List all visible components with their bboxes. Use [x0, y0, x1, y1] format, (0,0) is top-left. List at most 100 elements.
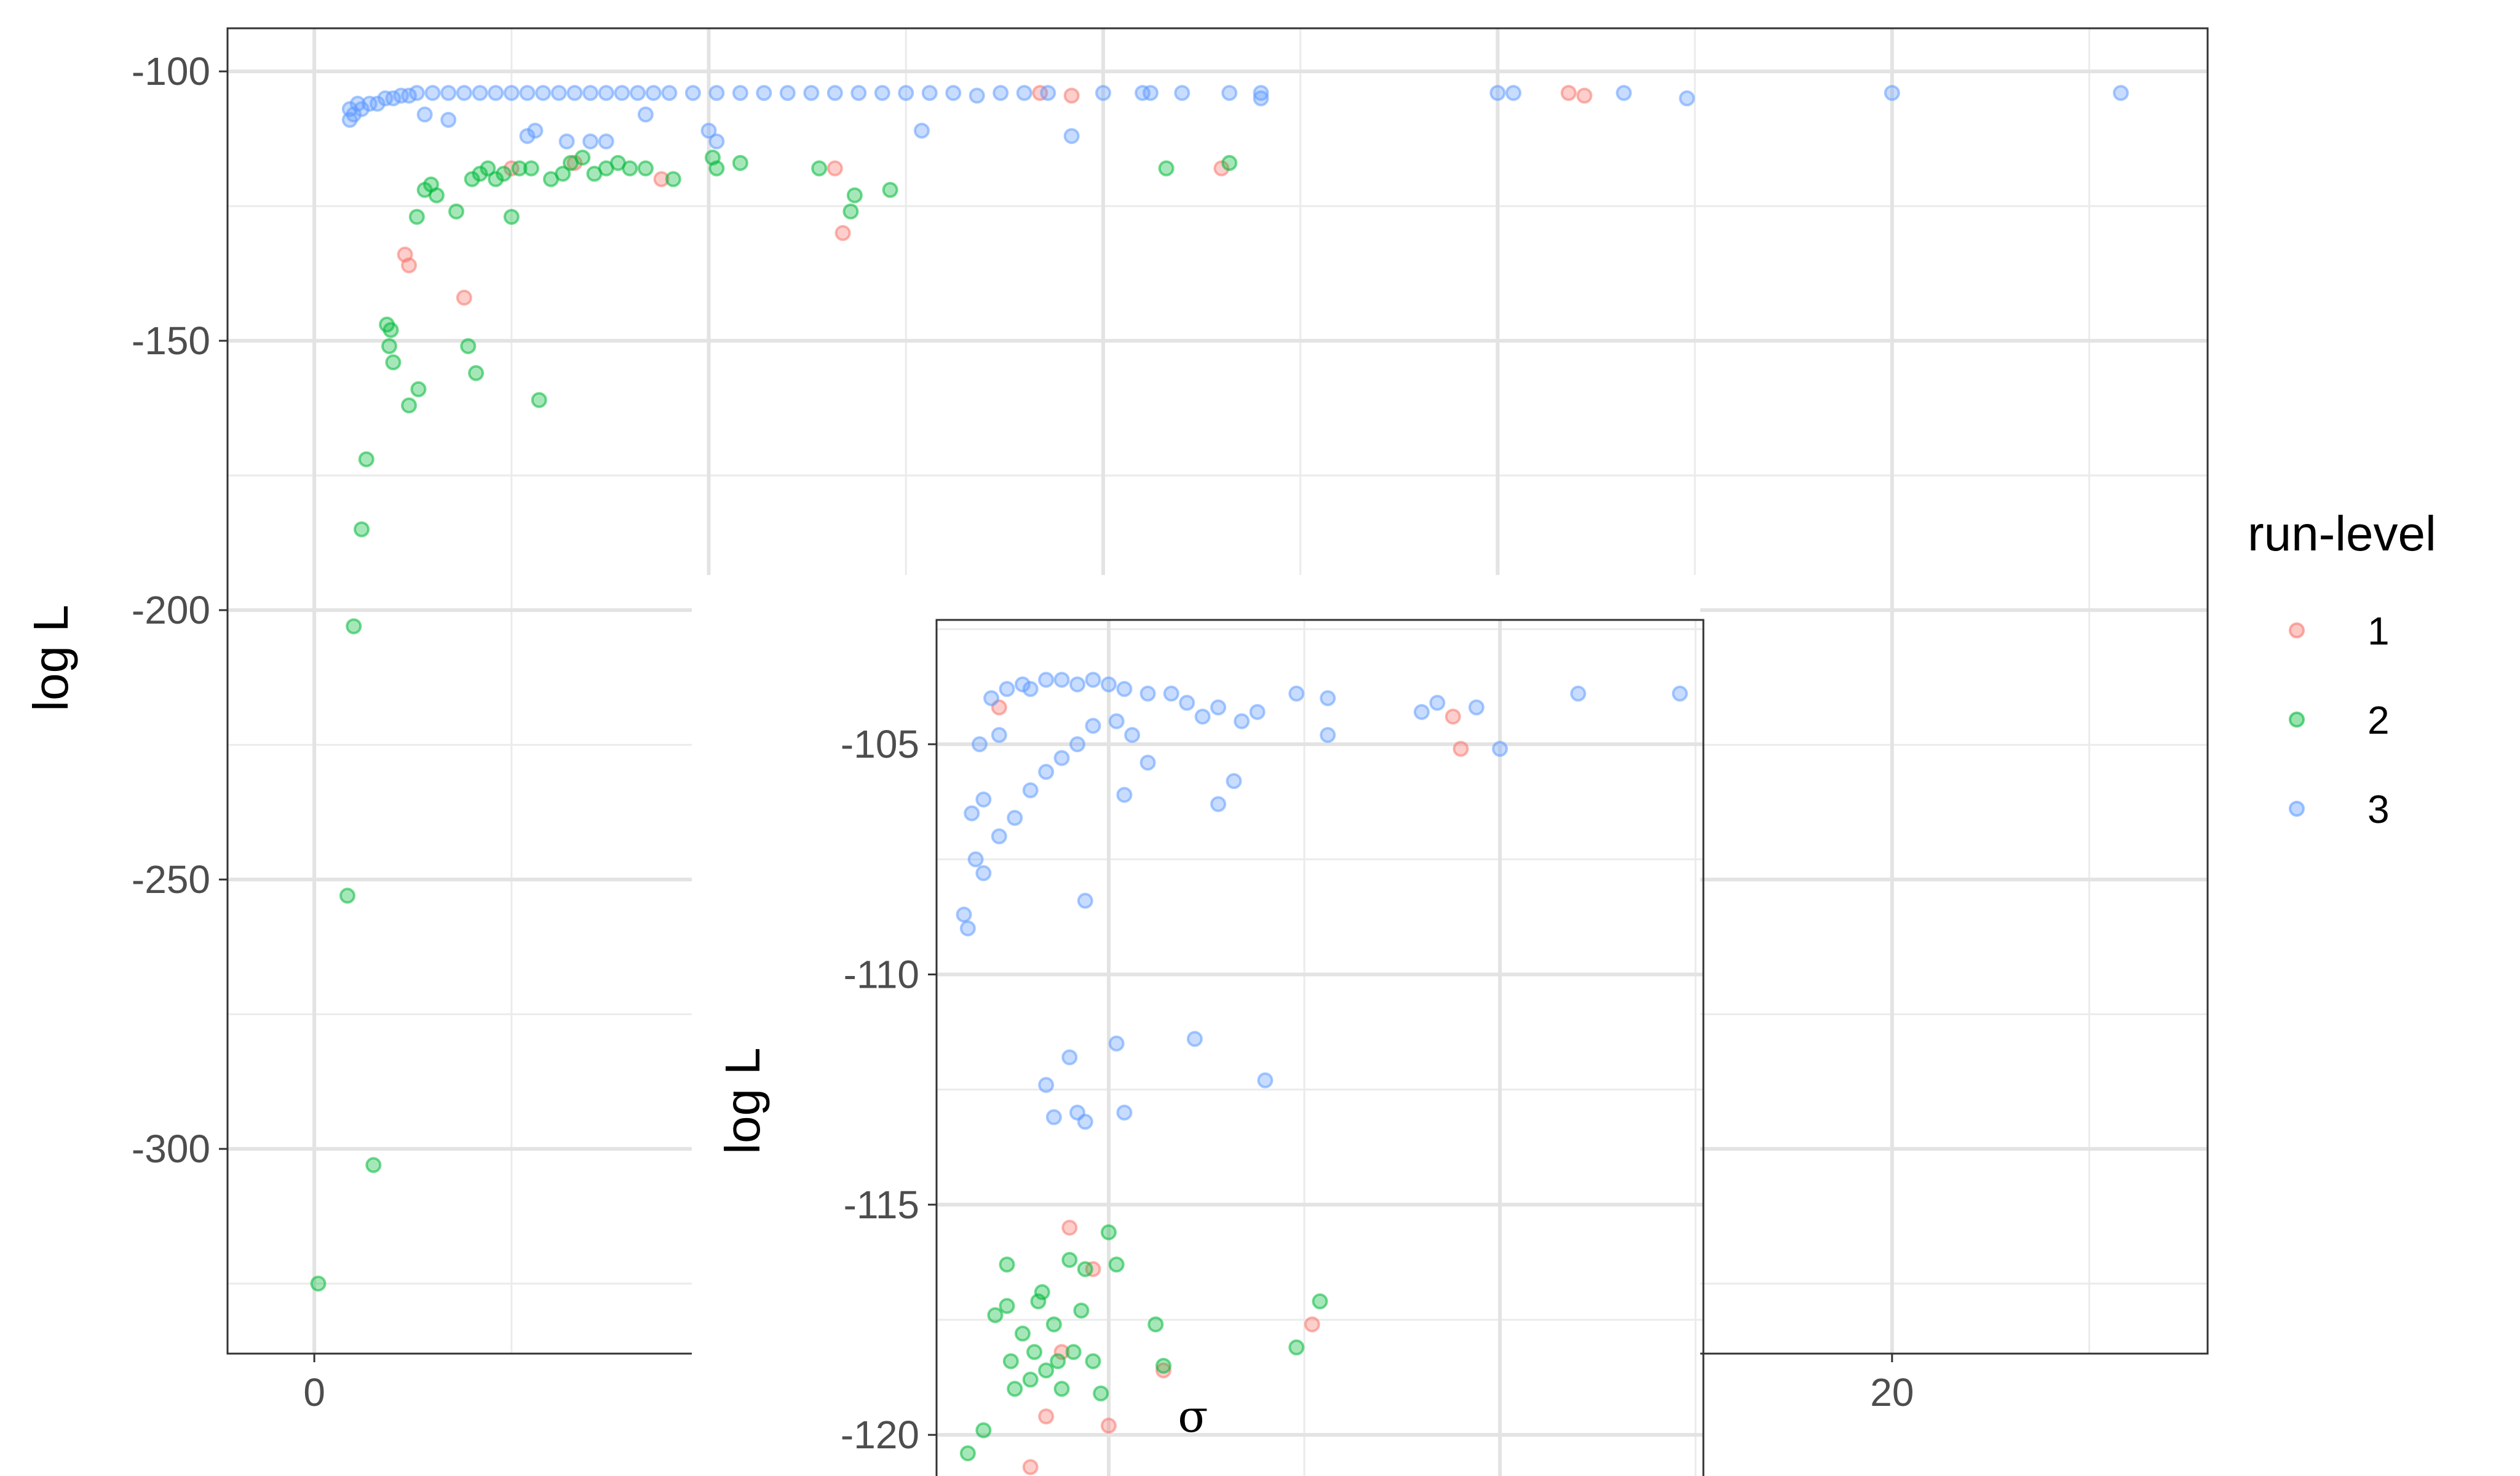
point-series-2	[511, 160, 528, 177]
point-series-3	[535, 85, 552, 101]
x-tick-label: 20	[1870, 1370, 1914, 1414]
point-series-3	[1253, 90, 1269, 106]
y-tick-label: -120	[841, 1413, 919, 1457]
point-series-3	[1234, 713, 1250, 729]
point-series-2	[1053, 1381, 1070, 1397]
point-series-3	[684, 85, 701, 101]
main-points	[310, 85, 2129, 1292]
y-tick-label: -110	[844, 952, 919, 996]
legend-label-3: 3	[2367, 787, 2390, 831]
point-series-2	[496, 165, 512, 182]
point-series-3	[661, 85, 678, 101]
point-series-3	[945, 85, 962, 101]
point-series-2	[811, 160, 828, 177]
point-series-3	[1210, 796, 1227, 812]
point-series-1	[1038, 1408, 1055, 1425]
point-series-2	[488, 171, 504, 188]
point-series-2	[385, 354, 402, 371]
point-series-2	[1100, 1224, 1117, 1240]
point-series-2	[401, 397, 418, 414]
y-tick-label: -150	[132, 319, 210, 363]
point-series-2	[346, 618, 362, 635]
point-series-3	[991, 727, 1007, 744]
point-series-1	[456, 290, 472, 306]
point-series-2	[1288, 1339, 1305, 1355]
point-series-3	[1186, 1031, 1203, 1047]
point-series-3	[519, 85, 536, 101]
x-tick-label: 0	[303, 1370, 325, 1414]
point-series-1	[1022, 1459, 1039, 1475]
point-series-3	[1429, 694, 1446, 711]
point-series-3	[959, 920, 976, 937]
point-series-3	[1249, 704, 1266, 720]
legend-label-1: 1	[2367, 609, 2390, 653]
point-series-1	[1444, 708, 1461, 725]
point-series-3	[503, 85, 520, 101]
point-series-3	[1163, 685, 1179, 702]
point-series-3	[826, 85, 843, 101]
point-series-1	[1061, 1220, 1078, 1236]
point-series-3	[472, 85, 488, 101]
point-series-3	[369, 95, 386, 112]
point-series-3	[566, 85, 583, 101]
point-series-2	[1014, 1325, 1031, 1342]
inset-background	[692, 575, 1700, 1476]
point-series-3	[582, 133, 599, 149]
point-series-1	[401, 257, 418, 274]
point-series-2	[1312, 1293, 1328, 1310]
point-series-2	[339, 887, 355, 904]
point-series-2	[1093, 1385, 1109, 1402]
point-series-3	[519, 128, 536, 145]
point-series-3	[424, 85, 441, 101]
point-series-1	[1576, 87, 1593, 104]
legend-title: run-level	[2248, 506, 2436, 561]
point-series-2	[1085, 1353, 1101, 1370]
point-series-2	[1061, 1252, 1078, 1268]
point-series-3	[1320, 690, 1336, 707]
point-series-2	[708, 160, 725, 177]
point-series-2	[354, 521, 370, 538]
point-series-2	[1077, 1261, 1093, 1277]
point-series-3	[408, 85, 425, 101]
point-series-3	[1085, 672, 1101, 688]
point-series-2	[987, 1307, 1004, 1323]
point-series-1	[826, 160, 843, 177]
point-series-2	[1158, 160, 1175, 177]
point-series-2	[882, 181, 898, 198]
point-series-3	[1045, 1109, 1062, 1125]
point-series-2	[665, 171, 681, 188]
point-series-3	[969, 87, 985, 104]
point-series-2	[637, 160, 654, 177]
main-y-axis-title: log L	[23, 605, 78, 711]
inset-points	[956, 672, 1688, 1475]
point-series-3	[898, 85, 914, 101]
point-series-3	[1194, 708, 1211, 725]
point-series-1	[1304, 1316, 1320, 1333]
point-series-3	[803, 85, 820, 101]
point-series-3	[630, 85, 646, 101]
point-series-3	[967, 851, 984, 868]
point-series-2	[1007, 1381, 1023, 1397]
point-series-2	[523, 160, 539, 177]
point-series-3	[598, 133, 614, 149]
point-series-3	[732, 85, 748, 101]
point-series-3	[983, 690, 1000, 707]
point-series-3	[991, 828, 1007, 844]
point-series-2	[574, 149, 591, 166]
point-series-2	[846, 187, 863, 204]
point-series-3	[1570, 685, 1587, 702]
point-series-3	[1069, 676, 1086, 692]
point-series-3	[1077, 892, 1093, 909]
point-series-3	[440, 85, 457, 101]
point-series-2	[555, 165, 571, 182]
point-series-3	[913, 122, 930, 139]
point-series-3	[1210, 699, 1227, 716]
point-series-3	[1116, 787, 1133, 803]
point-series-3	[1061, 1049, 1078, 1066]
point-series-3	[456, 85, 472, 101]
point-series-3	[416, 106, 433, 123]
point-series-3	[1139, 755, 1156, 771]
point-series-3	[700, 122, 717, 139]
y-tick-label: -115	[844, 1183, 919, 1227]
